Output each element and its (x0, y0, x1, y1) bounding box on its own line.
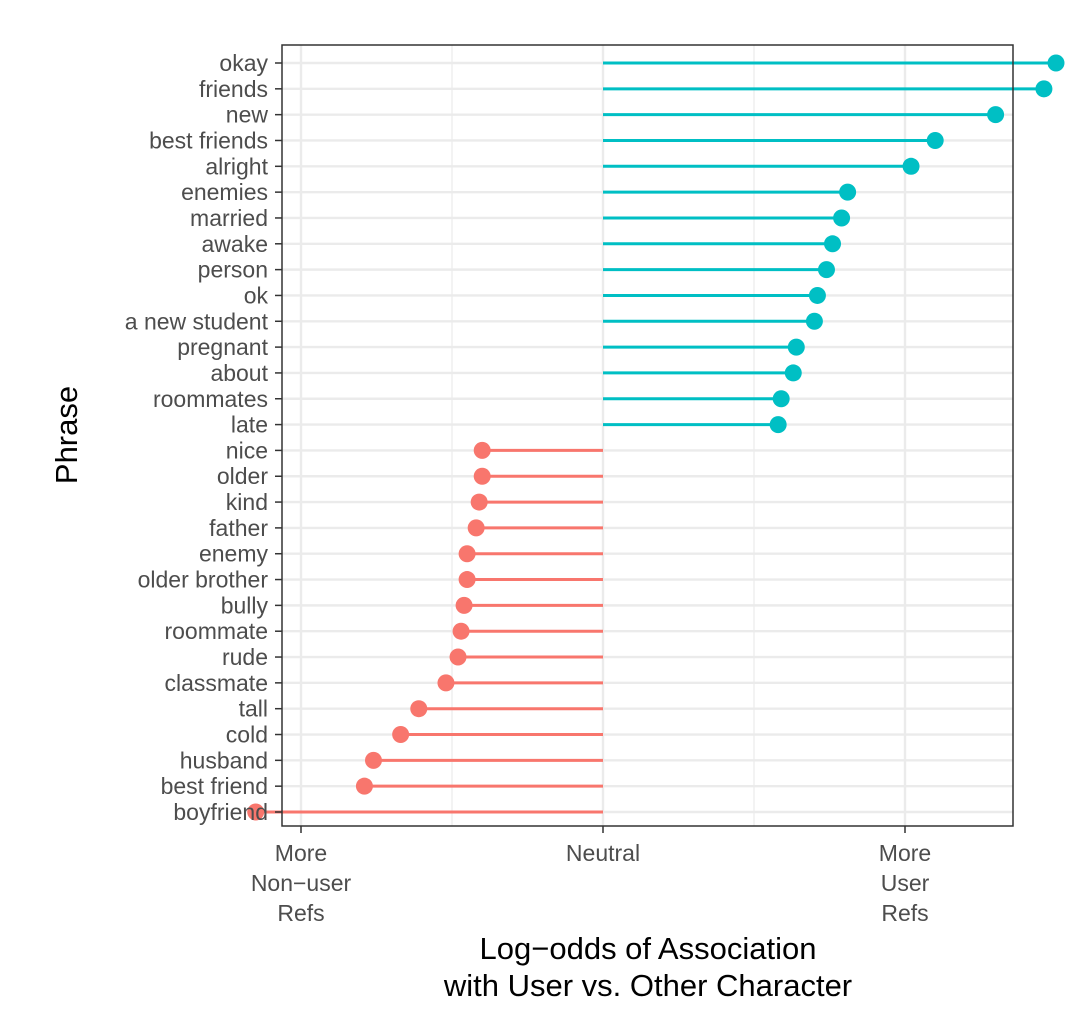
y-tick-label: tall (239, 696, 268, 722)
y-tick-label: rude (222, 644, 268, 670)
lollipop-point (392, 726, 410, 744)
y-tick-label: best friends (149, 127, 268, 153)
grid-lines (282, 45, 1013, 826)
y-tick-label: ok (244, 282, 269, 308)
y-tick-label: enemy (199, 541, 269, 567)
lollipop-point (772, 390, 790, 408)
lollipop-points (247, 54, 1065, 821)
lollipop-point (833, 209, 851, 227)
x-axis: More Non−user Refs Neutral More User Refs (251, 826, 931, 926)
lollipop-point (769, 416, 787, 434)
lollipop-point (473, 441, 491, 459)
lollipop-point (473, 467, 491, 485)
lollipop-point (355, 777, 373, 795)
lollipop-point (452, 622, 470, 640)
lollipop-point (458, 571, 476, 589)
plot-panel-border (281, 44, 1014, 827)
x-tick-label: More Non−user Refs (251, 840, 352, 926)
x-tick-label: More User Refs (879, 840, 931, 926)
lollipop-point (808, 286, 826, 304)
y-tick-label: father (209, 515, 268, 541)
y-tick-label: cold (226, 722, 268, 748)
y-tick-label: enemies (181, 179, 268, 205)
y-tick-label: classmate (164, 670, 268, 696)
lollipop-point (787, 338, 805, 356)
y-tick-label: new (226, 102, 269, 128)
y-tick-label: nice (226, 437, 268, 463)
y-tick-label: pregnant (177, 334, 268, 360)
y-tick-label: best friend (161, 773, 268, 799)
lollipop-point (470, 493, 488, 511)
y-tick-label: awake (202, 231, 268, 257)
lollipop-point (824, 235, 842, 253)
lollipop-stems (255, 61, 1056, 814)
y-tick-label: roommate (164, 618, 268, 644)
y-tick-label: a new student (125, 308, 269, 334)
x-axis-title: Log−odds of Association with User vs. Oth… (443, 931, 852, 1003)
y-tick-label: about (210, 360, 268, 386)
lollipop-point (839, 183, 857, 201)
y-tick-label: late (231, 412, 268, 438)
lollipop-point (458, 545, 476, 563)
lollipop-point (455, 596, 473, 614)
y-tick-label: person (198, 257, 268, 283)
y-tick-label: married (190, 205, 268, 231)
y-tick-label: older brother (138, 567, 269, 593)
lollipop-point (1047, 54, 1065, 72)
lollipop-point (1035, 80, 1053, 98)
y-tick-label: bully (221, 592, 269, 618)
y-tick-label: older (217, 463, 268, 489)
lollipop-point (817, 261, 835, 279)
lollipop-point (805, 312, 823, 330)
lollipop-point (467, 519, 485, 537)
y-tick-label: alright (205, 153, 268, 179)
y-tick-label: roommates (153, 386, 268, 412)
y-tick-label: kind (226, 489, 268, 515)
lollipop-point (437, 674, 455, 692)
lollipop-point (247, 803, 265, 821)
lollipop-point (784, 364, 802, 382)
y-tick-label: husband (180, 747, 268, 773)
lollipop-point (987, 106, 1005, 124)
lollipop-point (364, 751, 382, 769)
x-tick-label: Neutral (566, 840, 640, 866)
lollipop-point (902, 157, 920, 175)
y-tick-label: okay (219, 50, 268, 76)
lollipop-point (926, 131, 944, 149)
lollipop-point (449, 648, 467, 666)
lollipop-point (410, 700, 428, 718)
y-tick-label: friends (199, 76, 268, 102)
y-axis-title: Phrase (49, 386, 84, 484)
y-tick-label: boyfriend (173, 799, 268, 825)
